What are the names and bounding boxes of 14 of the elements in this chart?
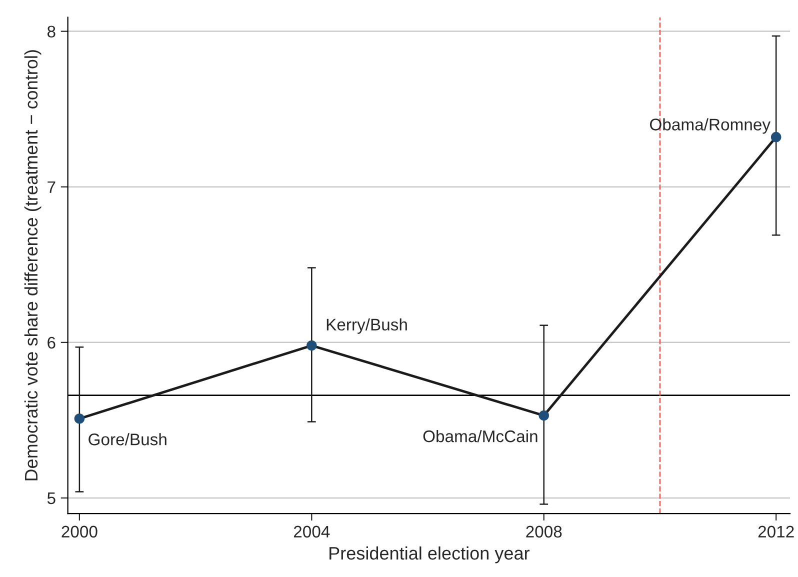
y-tick-label: 6 xyxy=(48,336,56,349)
x-tick-label: 2012 xyxy=(758,526,794,538)
x-tick-label: 2000 xyxy=(62,526,98,538)
x-axis-title: Presidential election year xyxy=(330,546,530,564)
x-tick-label: 2008 xyxy=(526,526,562,538)
y-tick-label: 7 xyxy=(48,181,56,193)
y-tick-label: 8 xyxy=(47,26,56,38)
x-tick-label: 2004 xyxy=(294,526,330,538)
y-axis-title: Democratic vote share difference (treatment − control) xyxy=(24,50,42,480)
y-tick-label: 5 xyxy=(47,492,56,504)
annotation: Gore/Bush xyxy=(88,433,166,446)
annotation: Obama/Romney xyxy=(650,118,771,134)
annotation: Obama/McCain xyxy=(423,430,538,442)
annotation: Kerry/Bush xyxy=(326,318,407,334)
